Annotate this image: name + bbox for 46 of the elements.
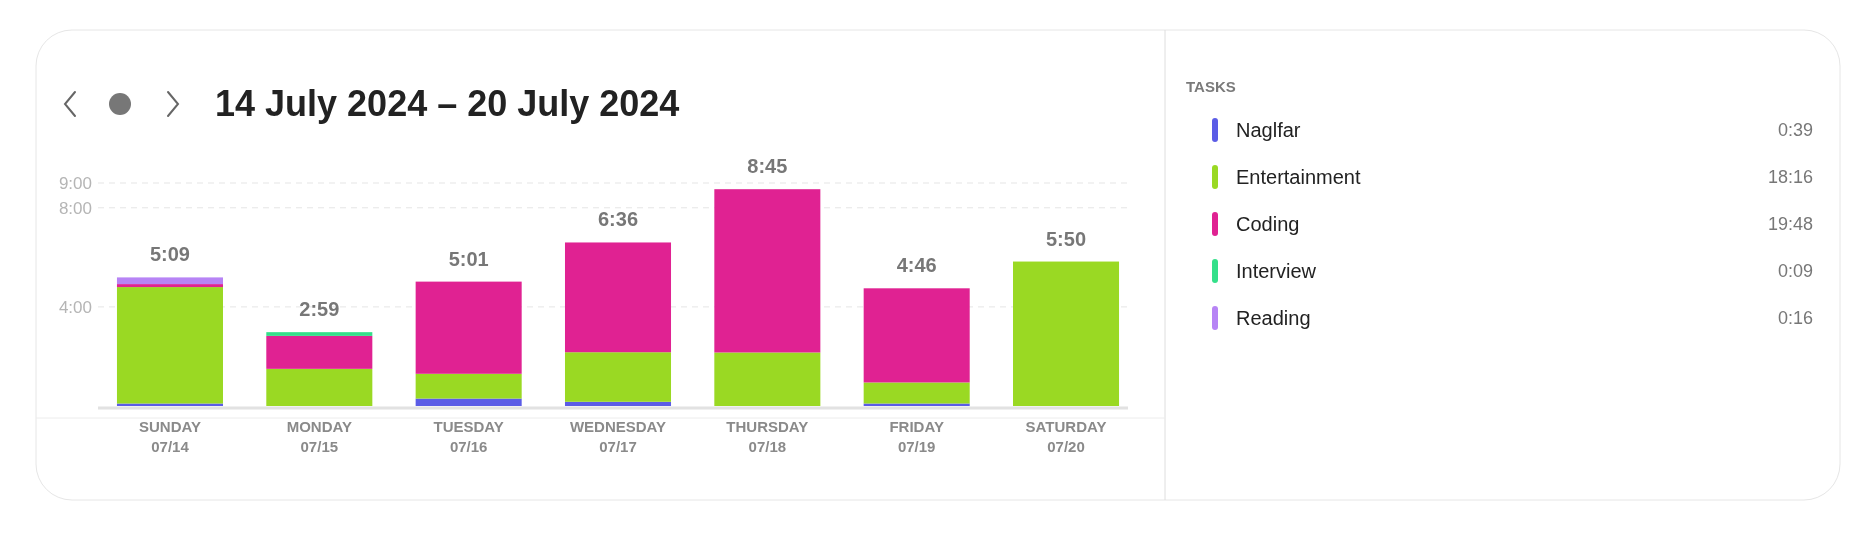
legend-label: Coding [1236, 213, 1300, 235]
total-label: 8:45 [747, 155, 788, 178]
bar [415, 281, 522, 374]
total-label: 5:50 [1046, 227, 1087, 250]
total-label: 5:01 [448, 247, 489, 270]
bar [863, 382, 970, 404]
bar [116, 284, 223, 288]
chart-title: 14 July 2024 – 20 July 2024 [215, 83, 680, 124]
bar [266, 332, 373, 336]
bar [564, 242, 672, 353]
bar [415, 398, 522, 406]
x-tick-label: TUESDAY 07/16 [433, 418, 504, 455]
bar [415, 373, 522, 399]
y-tick-label: 4:00 [58, 297, 92, 317]
text: 0:39 [1777, 120, 1813, 141]
total-label: 2:59 [299, 298, 340, 321]
y-tick-label: 9:00 [58, 173, 92, 193]
x-tick-label: THURSDAY 07/18 [726, 418, 809, 455]
x-tick-label: FRIDAY 07/19 [889, 418, 944, 455]
bar [266, 368, 373, 406]
bar [564, 352, 672, 402]
text: 18:16 [1767, 167, 1813, 188]
total-label: 5:09 [149, 243, 190, 266]
total-label: 6:36 [597, 208, 639, 231]
bar [714, 189, 821, 353]
legend-title: TASKS [1186, 78, 1236, 95]
legend-label: Interview [1236, 260, 1317, 282]
bar [116, 277, 223, 285]
x-tick-label: MONDAY 07/15 [286, 418, 352, 455]
bar [863, 288, 970, 383]
bar [1013, 261, 1120, 406]
text: 0:16 [1777, 308, 1813, 329]
total-label: 4:46 [896, 254, 937, 277]
bar [564, 401, 672, 406]
x-tick-label: SUNDAY 07/14 [138, 418, 201, 455]
legend-label: Reading [1236, 307, 1311, 329]
text: 19:48 [1767, 214, 1813, 235]
bar [714, 352, 821, 406]
legend-label: Naglfar [1236, 119, 1301, 141]
text: 0:09 [1777, 261, 1813, 282]
legend-label: Entertainment [1236, 166, 1361, 188]
x-tick-label: SATURDAY 07/20 [1025, 418, 1107, 455]
bar [116, 287, 223, 404]
y-tick-label: 8:00 [58, 198, 92, 218]
bar [266, 335, 373, 369]
x-tick-label: WEDNESDAY 07/17 [569, 418, 667, 455]
